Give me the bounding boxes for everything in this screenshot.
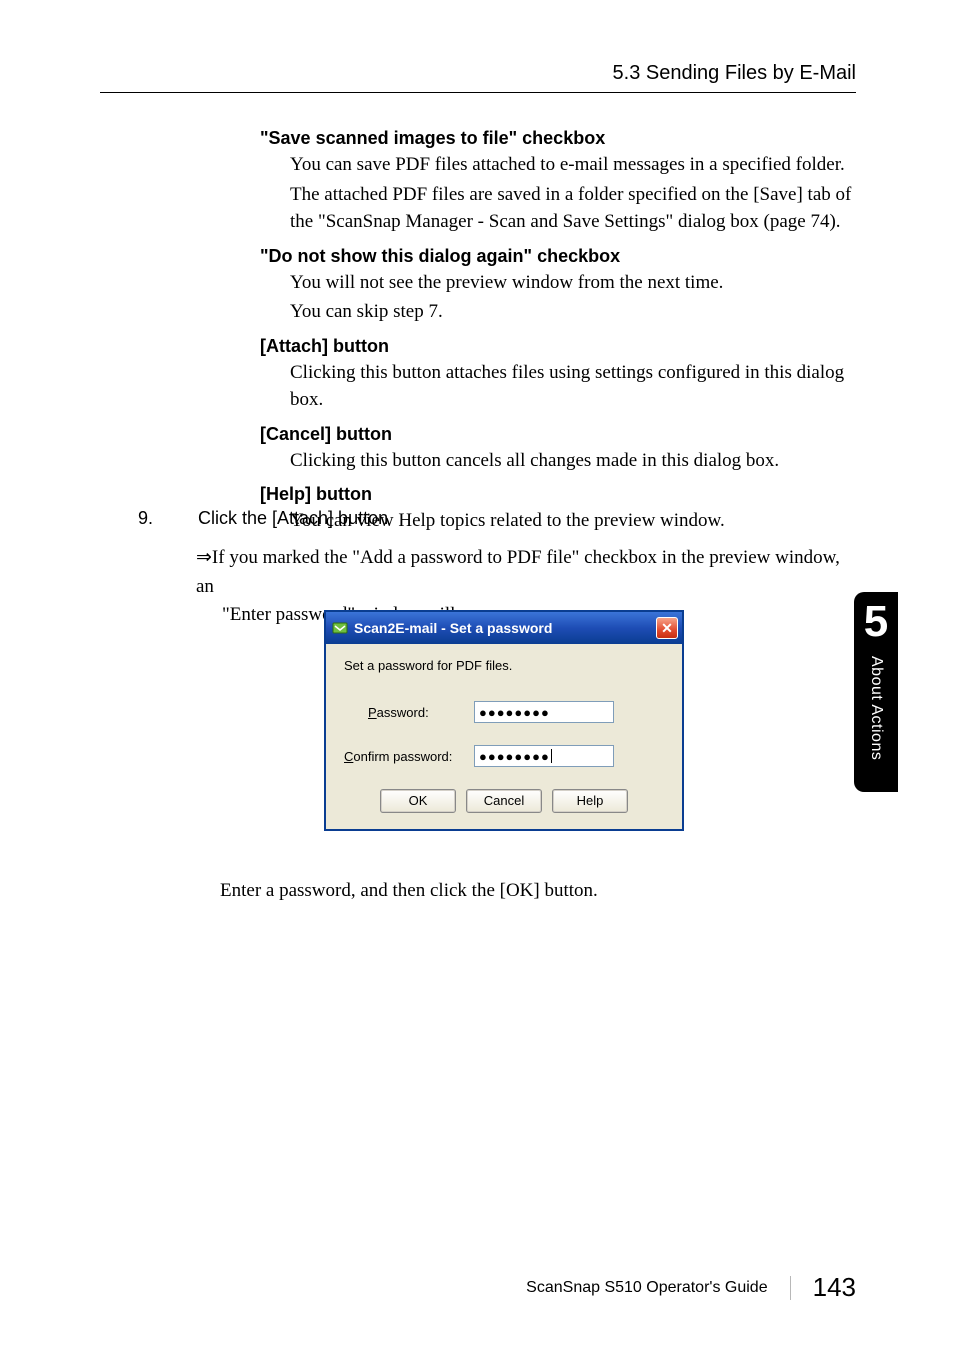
- def-body: The attached PDF files are saved in a fo…: [290, 181, 860, 236]
- confirm-password-row: Confirm password: ●●●●●●●●: [344, 745, 664, 767]
- close-icon: ✕: [661, 621, 673, 635]
- password-input[interactable]: ●●●●●●●●: [474, 701, 614, 723]
- def-body: You will not see the preview window from…: [290, 269, 860, 297]
- def-title: [Cancel] button: [260, 424, 860, 445]
- arrow-icon: ⇒: [196, 544, 212, 573]
- step-title: Click the [Attach] button: [198, 508, 388, 529]
- ok-button[interactable]: OK: [380, 789, 456, 813]
- help-button[interactable]: Help: [552, 789, 628, 813]
- password-row: Password: ●●●●●●●●: [344, 701, 664, 723]
- def-title: "Save scanned images to file" checkbox: [260, 128, 860, 149]
- def-body: You can skip step 7.: [290, 298, 860, 326]
- close-button[interactable]: ✕: [656, 617, 678, 639]
- cancel-button[interactable]: Cancel: [466, 789, 542, 813]
- confirm-password-input[interactable]: ●●●●●●●●: [474, 745, 614, 767]
- def-title: [Help] button: [260, 484, 860, 505]
- arrow-text: If you marked the "Add a password to PDF…: [196, 547, 840, 597]
- chapter-label: About Actions: [867, 656, 885, 760]
- footer-page-number: 143: [813, 1272, 856, 1303]
- dialog-window: Scan2E-mail - Set a password ✕ Set a pas…: [324, 610, 684, 831]
- dialog-button-row: OK Cancel Help: [344, 789, 664, 813]
- chapter-tab: 5 About Actions: [854, 592, 898, 792]
- header-rule: [100, 92, 856, 93]
- confirm-password-label: Confirm password:: [344, 749, 474, 764]
- footer-separator: [790, 1276, 791, 1300]
- definitions-block: "Save scanned images to file" checkbox Y…: [260, 118, 860, 535]
- password-dialog-screenshot: Scan2E-mail - Set a password ✕ Set a pas…: [324, 610, 684, 831]
- app-icon: [332, 620, 348, 636]
- step-number: 9.: [138, 508, 194, 529]
- page: 5.3 Sending Files by E-Mail "Save scanne…: [0, 0, 954, 1351]
- page-footer: ScanSnap S510 Operator's Guide 143: [526, 1272, 856, 1303]
- dialog-title: Scan2E-mail - Set a password: [354, 620, 552, 636]
- titlebar-left: Scan2E-mail - Set a password: [332, 620, 552, 636]
- def-body: You can save PDF files attached to e-mai…: [290, 151, 860, 179]
- password-label: Password:: [344, 705, 474, 720]
- dialog-body: Set a password for PDF files. Password: …: [326, 644, 682, 829]
- step-row: 9. Click the [Attach] button: [138, 508, 858, 529]
- def-title: "Do not show this dialog again" checkbox: [260, 246, 860, 267]
- def-title: [Attach] button: [260, 336, 860, 357]
- after-dialog-text: Enter a password, and then click the [OK…: [220, 880, 598, 902]
- def-body: Clicking this button cancels all changes…: [290, 447, 860, 475]
- footer-guide-title: ScanSnap S510 Operator's Guide: [526, 1279, 767, 1297]
- dialog-instruction: Set a password for PDF files.: [344, 658, 664, 673]
- chapter-number: 5: [864, 600, 888, 644]
- def-body: Clicking this button attaches files usin…: [290, 359, 860, 414]
- header-section: 5.3 Sending Files by E-Mail: [613, 62, 856, 85]
- dialog-titlebar: Scan2E-mail - Set a password ✕: [326, 612, 682, 644]
